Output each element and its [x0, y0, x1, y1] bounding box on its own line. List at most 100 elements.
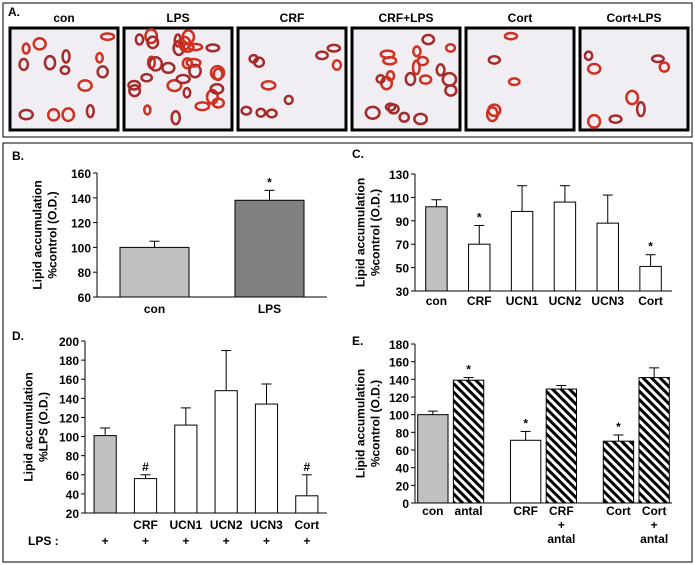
row-value: + [263, 534, 270, 548]
y-tick-label: 60 [396, 444, 410, 458]
row-value: + [182, 534, 189, 548]
cell [387, 103, 400, 115]
cell [85, 103, 95, 119]
cell [61, 49, 71, 64]
cell [587, 113, 602, 129]
bar [638, 377, 670, 504]
y-tick-label: 50 [396, 262, 410, 276]
y-tick-label: 90 [396, 215, 410, 229]
x-tick-label: Cort [638, 294, 663, 308]
y-tick-label: 160 [389, 356, 409, 370]
y-tick-label: 120 [59, 411, 79, 425]
bar [639, 265, 662, 292]
cell [18, 108, 35, 121]
cell [148, 56, 164, 72]
x-tick-label: UCN1 [169, 518, 202, 532]
x-tick-label: con [426, 294, 447, 308]
y-tick-label: 120 [71, 217, 91, 231]
cell [140, 72, 153, 83]
cell [205, 88, 219, 106]
cell [194, 101, 211, 112]
cell [444, 42, 457, 53]
cell [59, 65, 71, 76]
y-tick-label: 30 [396, 285, 410, 299]
cell [416, 55, 430, 67]
y-axis-title-line: %control (O.D.) [369, 189, 383, 276]
cell [435, 63, 446, 77]
cell [583, 50, 594, 62]
y-tick-label: 130 [389, 168, 409, 182]
bar [133, 478, 158, 514]
y-tick-label: 80 [78, 266, 92, 280]
cell [181, 57, 194, 70]
y-tick-label: 180 [389, 338, 409, 352]
y-axis-title-line: %control (O.D.) [369, 380, 383, 467]
y-tick-label: 40 [66, 488, 80, 502]
cell [586, 62, 602, 75]
x-tick-label: LPS [258, 302, 281, 316]
cell [255, 107, 267, 118]
cell [260, 80, 277, 91]
y-tick-label: 180 [59, 354, 79, 368]
bar [596, 222, 619, 292]
y-tick-label: 140 [389, 373, 409, 387]
annotation: # [142, 460, 149, 474]
cell [625, 89, 640, 106]
y-axis-title: Lipid accumulation %control (O.D.) [354, 369, 383, 478]
y-tick-label: 40 [396, 462, 410, 476]
y-axis-title: Lipid accumulation %LPS (O.D.) [22, 372, 51, 481]
x-tick-label: UCN1 [506, 294, 539, 308]
y-axis-title-line: %LPS (O.D.) [37, 392, 51, 462]
cell [170, 110, 182, 126]
cell [46, 107, 61, 122]
cell [188, 63, 202, 79]
cell [658, 61, 671, 73]
cell [326, 43, 342, 53]
y-tick-label: 20 [396, 479, 410, 493]
cell [32, 37, 47, 51]
row-value: + [102, 534, 109, 548]
y-tick-label: 80 [66, 450, 80, 464]
cell [182, 86, 192, 99]
cell [18, 57, 30, 72]
y-axis-title-line: Lipid accumulation [354, 369, 368, 478]
y-tick-label: 120 [389, 391, 409, 405]
cell [418, 74, 433, 85]
cell [134, 33, 145, 46]
bar [545, 388, 578, 504]
panel-label: D. [12, 329, 24, 343]
cell [248, 53, 259, 64]
y-tick-label: 80 [396, 426, 410, 440]
x-tick-label: Cort + antal [640, 504, 668, 546]
bar [174, 424, 198, 514]
bar [254, 403, 279, 514]
cell [375, 74, 386, 84]
cell [283, 94, 294, 106]
y-tick-label: 110 [390, 191, 410, 205]
cell [240, 105, 253, 116]
micrograph [464, 26, 576, 132]
cell [487, 103, 502, 118]
cell [127, 79, 142, 91]
x-tick-label: UCN3 [591, 294, 624, 308]
x-tick-label: Cort [606, 504, 631, 518]
cell [635, 101, 646, 118]
y-tick-label: 100 [71, 241, 91, 255]
x-tick-label: CRF + antal [547, 504, 575, 546]
cell [507, 77, 521, 87]
bar [553, 201, 577, 292]
y-tick-label: 0 [402, 497, 409, 511]
y-axis-title: Lipid accumulation %control (O.D.) [31, 180, 60, 289]
y-tick-label: 160 [59, 373, 79, 387]
cell [413, 112, 429, 126]
x-tick-label: UCN2 [210, 518, 243, 532]
image-label: CRF+LPS [378, 11, 433, 25]
bar [452, 379, 485, 504]
x-tick-label: Cort [294, 518, 319, 532]
bar [417, 414, 449, 504]
bar [468, 243, 491, 292]
image-label: Cort [508, 11, 533, 25]
bar [509, 439, 542, 504]
row-value: + [303, 534, 310, 548]
cell [385, 70, 396, 82]
